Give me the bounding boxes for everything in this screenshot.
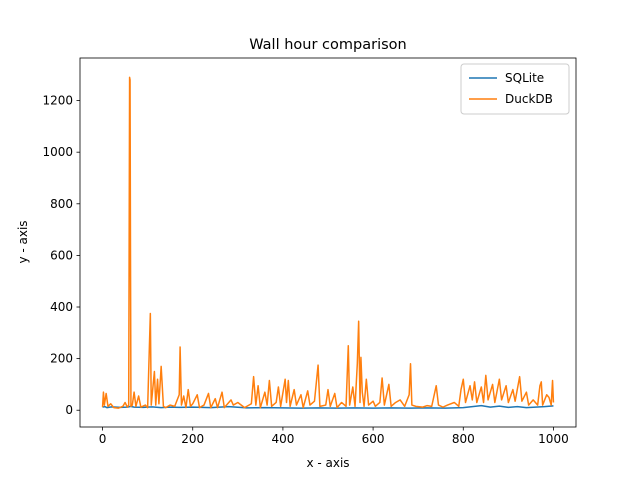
y-tick-label: 200 [50,352,73,366]
x-tick-label: 1000 [538,432,569,446]
x-tick-label: 600 [362,432,385,446]
x-tick-label: 400 [271,432,294,446]
legend: SQLite DuckDB [460,63,570,115]
chart-title: Wall hour comparison [249,37,406,53]
series-line-sqlite [102,404,554,409]
y-tick-label: 400 [50,300,73,314]
x-tick-label: 800 [452,432,475,446]
x-axis-label: x - axis [306,456,349,470]
series-line-duckdb [101,76,555,409]
legend-box [460,63,570,115]
plot-frame [79,57,577,428]
y-axis-label: y - axis [16,220,30,263]
y-tick-label: 600 [50,248,73,262]
x-tick-label: 200 [181,432,204,446]
plot-area [79,57,577,428]
x-axis: 0 200 400 600 800 1000 [99,427,569,446]
x-tick-label: 0 [99,432,107,446]
y-tick-label: 800 [50,197,73,211]
y-axis: 0 200 400 600 800 1000 1200 [42,94,80,417]
legend-label-duckdb: DuckDB [505,92,553,106]
y-tick-label: 1000 [42,145,73,159]
y-tick-label: 0 [65,403,73,417]
legend-label-sqlite: SQLite [505,71,544,85]
y-tick-label: 1200 [42,94,73,108]
